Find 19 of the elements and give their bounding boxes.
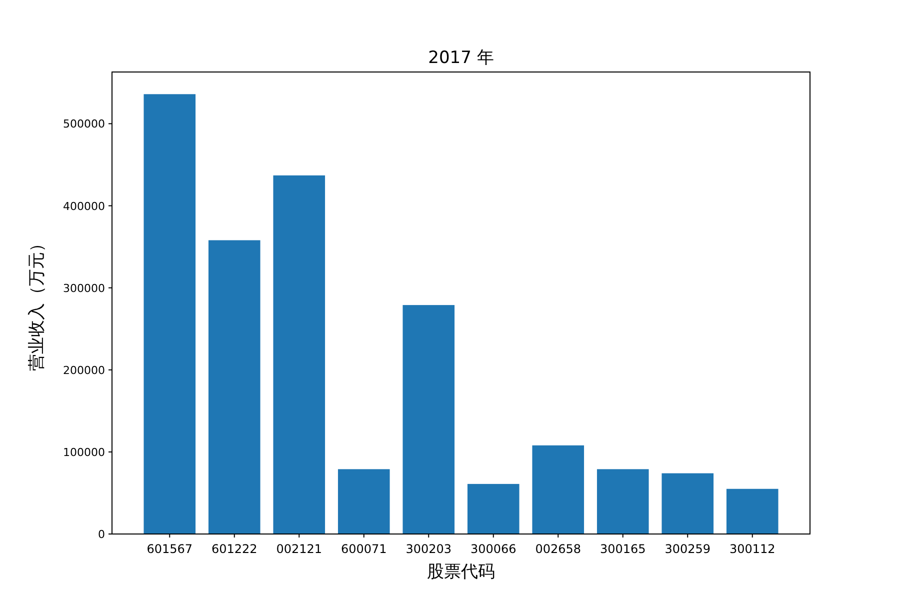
- x-tick-label: 300112: [729, 542, 776, 556]
- y-axis-title: 营业收入（万元）: [27, 235, 47, 371]
- x-tick-label: 601222: [211, 542, 258, 556]
- x-tick-label: 300259: [664, 542, 711, 556]
- x-axis-title: 股票代码: [427, 562, 495, 582]
- x-tick-label: 002658: [535, 542, 582, 556]
- x-tick-label: 300066: [470, 542, 516, 556]
- y-tick-label: 200000: [63, 364, 105, 377]
- x-tick-label: 601567: [146, 542, 193, 556]
- x-tick-label: 300165: [600, 542, 646, 556]
- chart-title: 2017 年: [428, 48, 494, 68]
- y-tick-label: 400000: [63, 200, 105, 213]
- y-tick-label: 0: [98, 528, 105, 541]
- y-tick-label: 300000: [63, 282, 105, 295]
- y-tick-label: 500000: [63, 118, 105, 131]
- x-tick-label: 300203: [406, 542, 452, 556]
- y-tick-label: 100000: [63, 446, 105, 459]
- x-tick-label: 600071: [340, 542, 387, 556]
- x-tick-label: 002121: [276, 542, 322, 556]
